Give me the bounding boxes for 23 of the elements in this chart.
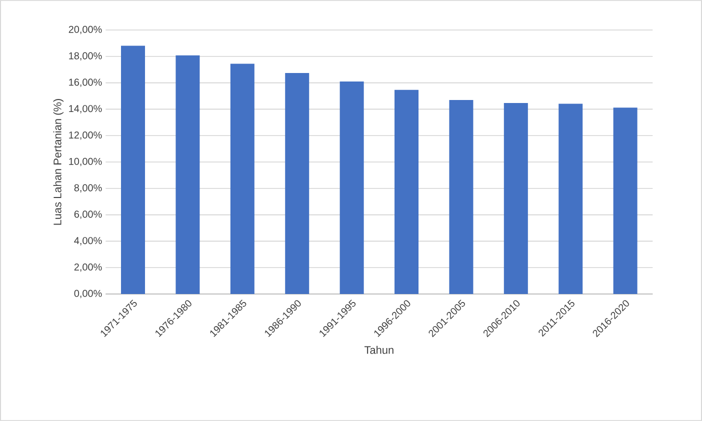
bar [176, 55, 200, 294]
x-axis-title: Tahun [364, 346, 394, 354]
y-tick-label: 16,00% [69, 78, 102, 87]
y-tick-label: 10,00% [69, 158, 102, 166]
y-tick-label: 8,00% [74, 184, 102, 193]
y-tick-label: 20,00% [68, 26, 102, 34]
y-tick-label: 0,00% [74, 290, 102, 298]
bar [504, 102, 528, 294]
bar [449, 100, 474, 294]
bar [121, 46, 146, 294]
bar [394, 90, 419, 294]
bar [613, 108, 638, 294]
y-axis-title: Luas Lahan Pertanian (%) [53, 99, 64, 225]
y-tick-label: 14,00% [69, 105, 102, 114]
y-tick-label: 6,00% [74, 210, 102, 219]
bar [230, 64, 254, 294]
y-tick-label: 12,00% [69, 131, 102, 140]
bar [340, 81, 364, 294]
bar [558, 104, 583, 294]
y-tick-label: 18,00% [69, 52, 102, 61]
bar [285, 73, 310, 294]
y-tick-label: 2,00% [74, 263, 102, 272]
y-tick-label: 4,00% [74, 237, 102, 246]
